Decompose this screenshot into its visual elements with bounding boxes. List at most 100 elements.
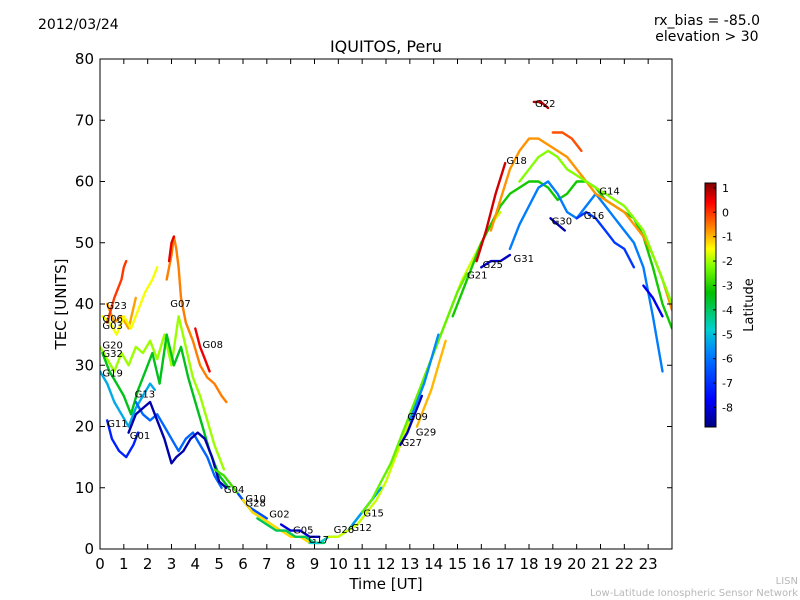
prn-label-g30: G30 bbox=[552, 217, 572, 228]
series-line-g25 bbox=[480, 253, 512, 269]
series-line-g13 bbox=[134, 400, 223, 489]
x-tick-label: 22 bbox=[615, 555, 634, 573]
series-line-g11 bbox=[105, 419, 140, 459]
prn-label-g14: G14 bbox=[599, 187, 619, 198]
x-tick-label: 10 bbox=[329, 555, 348, 573]
colorbar-tick-label: -1 bbox=[722, 231, 733, 244]
colorbar-tick-label: 1 bbox=[722, 182, 729, 195]
prn-label-g21: G21 bbox=[467, 271, 487, 282]
series-line-g05 bbox=[279, 523, 321, 538]
series-line-g31 bbox=[508, 180, 664, 373]
x-tick-label: 16 bbox=[472, 555, 491, 573]
colorbar-tick-label: -5 bbox=[722, 328, 733, 341]
colorbar-tick-label: -3 bbox=[722, 279, 733, 292]
series-line-g09 bbox=[408, 333, 440, 422]
prn-label-g06: G06 bbox=[102, 314, 122, 325]
colorbar-label: Latitude bbox=[742, 278, 757, 332]
y-axis-label: TEC [UNITS] bbox=[52, 259, 70, 351]
series-line-g03 bbox=[105, 259, 128, 324]
prn-label-g12: G12 bbox=[351, 523, 371, 534]
colorbar-tick-label: 0 bbox=[722, 206, 729, 219]
prn-label-g27: G27 bbox=[402, 438, 422, 449]
y-tick-label: 50 bbox=[75, 234, 94, 252]
prn-label-g07: G07 bbox=[170, 299, 190, 310]
prn-label-g02: G02 bbox=[269, 510, 289, 521]
series-line-g23 bbox=[105, 296, 138, 330]
series-line-g32 bbox=[101, 333, 230, 489]
prn-label-g13: G13 bbox=[135, 389, 155, 400]
x-tick-label: 12 bbox=[376, 555, 395, 573]
series-line-g18 bbox=[475, 161, 507, 263]
series-line-g06 bbox=[101, 266, 159, 336]
series-line-g07b bbox=[167, 235, 176, 263]
org-full-label: Low-Latitude Ionospheric Sensor Network bbox=[590, 588, 798, 599]
x-tick-label: 8 bbox=[286, 555, 296, 573]
x-tick-label: 0 bbox=[95, 555, 105, 573]
series-line-g19 bbox=[100, 370, 157, 428]
prn-label-g15: G15 bbox=[363, 508, 383, 519]
prn-label-g22: G22 bbox=[535, 99, 555, 110]
series-line-g27 bbox=[399, 394, 423, 447]
y-tick-label: 0 bbox=[84, 540, 94, 558]
x-tick-label: 20 bbox=[567, 555, 586, 573]
series-line-g22b bbox=[489, 137, 672, 312]
prn-label-layer: G23G06G03G20G32G19G13G11G01G07G08G04G10G… bbox=[102, 99, 619, 546]
x-axis-label: Time [UT] bbox=[348, 575, 422, 593]
x-tick-label: 18 bbox=[519, 555, 538, 573]
y-tick-label: 40 bbox=[75, 295, 94, 313]
x-tick-label: 2 bbox=[143, 555, 153, 573]
prn-label-g19: G19 bbox=[102, 369, 122, 380]
y-tick-label: 70 bbox=[75, 111, 94, 129]
y-tick-label: 60 bbox=[75, 173, 94, 191]
x-tick-label: 17 bbox=[496, 555, 515, 573]
x-tick-label: 14 bbox=[424, 555, 443, 573]
parameters-label: rx_bias = -85.0 elevation > 30 bbox=[654, 13, 760, 45]
prn-label-g08: G08 bbox=[203, 340, 223, 351]
org-short-label: LISN bbox=[775, 576, 798, 587]
x-tick-label: 11 bbox=[353, 555, 372, 573]
x-tick-label: 15 bbox=[448, 555, 467, 573]
x-tick-label: 23 bbox=[639, 555, 658, 573]
series-line-g20 bbox=[100, 315, 226, 471]
prn-label-g03: G03 bbox=[102, 321, 122, 332]
elevation-label: elevation > 30 bbox=[655, 29, 759, 45]
series-line-g15 bbox=[361, 272, 469, 514]
series-line-g07 bbox=[165, 235, 228, 404]
colorbar-tick-label: -4 bbox=[722, 304, 733, 317]
prn-label-g10: G10 bbox=[245, 494, 265, 505]
prn-label-g25: G25 bbox=[483, 260, 503, 271]
colorbar-tick-label: -7 bbox=[722, 377, 733, 390]
colorbar-tick-label: -8 bbox=[722, 401, 733, 414]
date-label: 2012/03/24 bbox=[38, 17, 119, 33]
prn-label-g23: G23 bbox=[106, 301, 126, 312]
colorbar-ticks: 1 0 -1 -2 -3 -4 -5 -6 -7 -8 bbox=[713, 182, 733, 414]
prn-label-g11: G11 bbox=[107, 419, 127, 430]
series-layer bbox=[100, 100, 672, 545]
series-line-g14b bbox=[642, 284, 664, 318]
prn-label-g04: G04 bbox=[224, 485, 244, 496]
prn-label-g09: G09 bbox=[407, 412, 427, 423]
series-line-g22 bbox=[532, 100, 550, 110]
prn-label-g17: G17 bbox=[309, 535, 329, 546]
rx-bias-label: rx_bias = -85.0 bbox=[653, 13, 760, 29]
x-tick-label: 1 bbox=[119, 555, 129, 573]
x-tick-label: 3 bbox=[167, 555, 177, 573]
chart-title: IQUITOS, Peru bbox=[329, 37, 443, 56]
colorbar bbox=[704, 182, 717, 428]
x-tick-label: 13 bbox=[400, 555, 419, 573]
prn-label-g01: G01 bbox=[130, 431, 150, 442]
prn-label-g20: G20 bbox=[102, 340, 122, 351]
y-tick-label: 30 bbox=[75, 356, 94, 374]
y-tick-label: 80 bbox=[75, 50, 94, 68]
x-tick-label: 21 bbox=[591, 555, 610, 573]
series-line-g22c bbox=[551, 131, 583, 153]
x-tick-label: 9 bbox=[310, 555, 320, 573]
credit-footer: LISN Low-Latitude Ionospheric Sensor Net… bbox=[590, 576, 798, 600]
prn-label-g26: G26 bbox=[334, 525, 354, 536]
series-line-g30 bbox=[549, 217, 566, 232]
prn-label-g29: G29 bbox=[416, 427, 436, 438]
y-tick-label: 20 bbox=[75, 418, 94, 436]
prn-label-g31: G31 bbox=[514, 254, 534, 265]
x-tick-label: 4 bbox=[191, 555, 201, 573]
